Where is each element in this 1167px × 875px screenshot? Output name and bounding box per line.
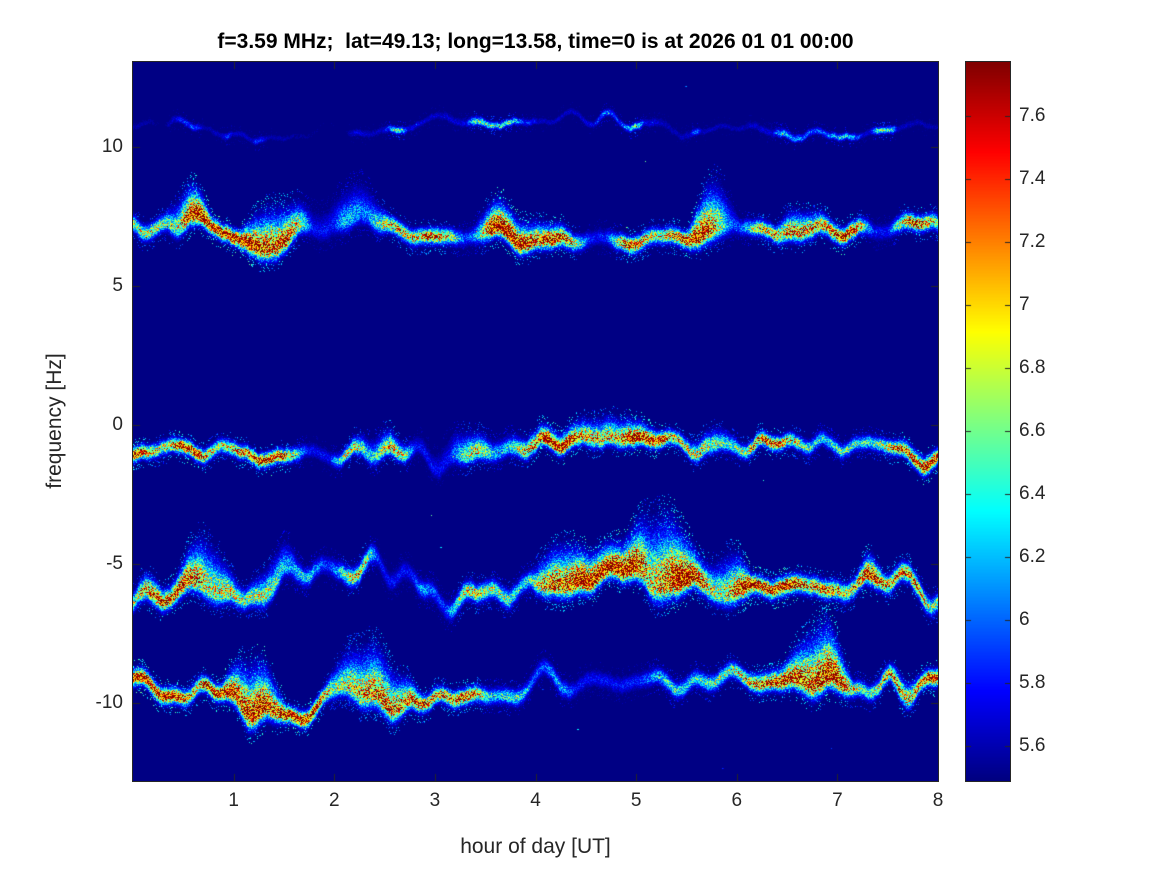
colorbar-tick-label: 6.4 xyxy=(1019,483,1046,505)
colorbar-tick-label: 7.2 xyxy=(1019,230,1046,252)
colorbar-tick-label: 7.6 xyxy=(1019,104,1046,126)
colorbar xyxy=(965,61,1011,782)
colorbar-tick-label: 6.2 xyxy=(1019,546,1046,568)
y-tick-label: 10 xyxy=(101,135,123,157)
colorbar-tick-label: 6.6 xyxy=(1019,419,1046,441)
x-tick-label: 3 xyxy=(429,790,441,811)
y-tick-label: 0 xyxy=(112,413,123,435)
colorbar-tick-label: 6 xyxy=(1019,609,1030,631)
x-axis-label: hour of day [UT] xyxy=(460,835,611,858)
chart-title: f=3.59 MHz; lat=49.13; long=13.58, time=… xyxy=(217,30,854,53)
x-tick-label: 1 xyxy=(228,790,239,811)
x-tick-label: 5 xyxy=(630,790,642,811)
x-tick-label: 7 xyxy=(832,790,843,811)
spectrogram-plot xyxy=(132,61,939,782)
y-tick-label: -10 xyxy=(95,692,123,714)
y-tick-label: 5 xyxy=(112,274,123,296)
y-tick-label: -5 xyxy=(106,553,123,575)
colorbar-tick-label: 5.8 xyxy=(1019,672,1046,694)
colorbar-tick-label: 7 xyxy=(1019,293,1030,315)
x-tick-label: 4 xyxy=(530,790,541,811)
colorbar-tick-label: 6.8 xyxy=(1019,356,1046,378)
x-tick-label: 2 xyxy=(328,790,340,811)
colorbar-tick-label: 7.4 xyxy=(1019,167,1046,189)
colorbar-tick-label: 5.6 xyxy=(1019,735,1046,757)
x-tick-label: 8 xyxy=(932,790,944,811)
x-tick-label: 6 xyxy=(731,790,743,811)
